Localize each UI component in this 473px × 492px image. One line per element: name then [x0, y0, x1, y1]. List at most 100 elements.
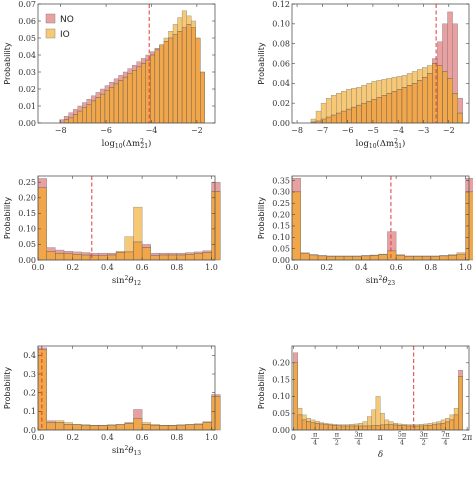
bar-IO-excess: [306, 418, 311, 422]
bar-IO-excess: [414, 424, 420, 427]
bar-NO-excess: [82, 102, 87, 108]
bar-IO-excess: [133, 206, 143, 243]
bar-NO-excess: [37, 347, 47, 350]
bar-overlap: [167, 254, 178, 261]
bar-IO-excess: [190, 20, 196, 28]
bar-overlap: [317, 255, 327, 261]
x-tick-label: 0.6: [136, 433, 149, 442]
bar-overlap: [325, 116, 332, 124]
bar-IO-excess: [375, 396, 381, 426]
y-tick-label: 0.20: [272, 359, 290, 368]
bar-overlap: [458, 376, 463, 431]
bar-IO-excess: [315, 110, 322, 122]
bar-NO-excess: [77, 105, 83, 112]
x-tick-label: 5π 4: [398, 431, 407, 447]
bar-overlap: [72, 114, 78, 124]
y-tick-label: 0.02: [18, 85, 36, 94]
x-tick-label: −5: [367, 126, 379, 135]
bar-NO-excess: [442, 23, 448, 72]
bar-IO-excess: [163, 37, 169, 42]
bar-overlap: [68, 117, 74, 124]
bar-overlap: [336, 425, 342, 431]
y-tick-label: 0.10: [18, 225, 36, 234]
bar-overlap: [150, 54, 156, 124]
bar-overlap: [326, 256, 336, 261]
bar-overlap: [341, 110, 347, 124]
bar-overlap: [122, 76, 128, 124]
bar-overlap: [447, 255, 458, 261]
bar-NO-excess: [211, 394, 221, 397]
bar-overlap: [168, 37, 174, 124]
bar-overlap: [141, 424, 151, 431]
bar-overlap: [72, 254, 82, 261]
bar-overlap: [427, 425, 433, 431]
bar-overlap: [361, 102, 367, 124]
bar-overlap: [414, 425, 420, 431]
bar-IO-excess: [422, 67, 428, 78]
y-tick-label: 0.06: [18, 17, 36, 26]
bar-overlap: [391, 91, 398, 124]
bar-IO-excess: [376, 80, 382, 98]
y-tick-label: 0.05: [18, 240, 36, 249]
x-tick-label: 0.2: [66, 263, 79, 272]
legend-label-IO: IO: [60, 30, 70, 40]
bar-overlap: [410, 425, 416, 431]
x-tick-label: −4: [392, 126, 404, 135]
y-tick-label: 0.00: [272, 426, 290, 435]
x-tick-label: 0.0: [32, 433, 45, 442]
bar-overlap: [375, 425, 381, 431]
bar-overlap: [335, 256, 345, 261]
x-tick-label: 0.6: [136, 263, 149, 272]
bar-overlap: [343, 256, 353, 261]
x-tick-label: 0.2: [66, 433, 79, 442]
bar-IO-excess: [346, 89, 352, 110]
bar-overlap: [421, 256, 432, 261]
bar-overlap: [185, 424, 195, 431]
bar-overlap: [81, 254, 91, 261]
y-tick-label: 0.3: [23, 370, 36, 379]
bar-IO-excess: [388, 421, 394, 425]
bar-overlap: [301, 419, 307, 431]
bar-overlap: [310, 422, 316, 431]
x-tick-label: −8: [55, 126, 67, 135]
x-tick-label: 3π 2: [419, 431, 428, 447]
chart-panel-p1: 0.00 0.01 0.02 0.03 0.04 0.05 0.06 0.07 −8 −6 −4 −2…: [3, 0, 216, 150]
bar-overlap: [177, 31, 183, 124]
bar-overlap: [81, 424, 91, 431]
y-tick-label: 0.15: [272, 222, 290, 231]
plot-frame: [37, 3, 216, 124]
bar-overlap: [371, 425, 377, 431]
y-tick-label: 0.25: [272, 199, 290, 208]
bar-overlap: [361, 255, 371, 261]
bar-NO-excess: [293, 352, 298, 363]
bar-overlap: [306, 421, 311, 431]
bar-overlap: [453, 414, 459, 431]
bar-IO-excess: [406, 73, 413, 86]
bar-overlap: [336, 112, 342, 124]
bars: [37, 178, 221, 261]
x-tick-label: −6: [100, 126, 112, 135]
plot-frame: [37, 175, 216, 261]
bar-NO-excess: [452, 23, 458, 94]
bar-NO-excess: [68, 112, 74, 119]
bar-overlap: [176, 424, 186, 431]
bar-overlap: [124, 423, 134, 431]
bar-IO-excess: [124, 236, 134, 253]
bar-IO-excess: [406, 424, 411, 427]
bar-overlap: [456, 253, 466, 261]
bar-IO-excess: [427, 65, 433, 74]
bar-overlap: [366, 100, 372, 124]
chart-panel-p6: 0.00 0.05 0.10 0.15 0.20 0 π 4 π 2 3π 4 π 5π 4 3π 2 7π 4 2π…: [257, 345, 472, 460]
bar-overlap: [63, 424, 73, 431]
bar-overlap: [109, 87, 115, 124]
bar-overlap: [202, 422, 212, 431]
bar-IO-excess: [353, 423, 359, 427]
bar-IO-excess: [453, 407, 459, 416]
bar-NO-excess: [91, 95, 97, 102]
bar-overlap: [133, 241, 143, 261]
bar-overlap: [211, 191, 221, 261]
bar-IO-excess: [320, 102, 327, 120]
y-tick-label: 0.30: [272, 188, 290, 197]
y-tick-label: 0.00: [18, 119, 36, 128]
legend-swatch-IO: [45, 28, 56, 39]
